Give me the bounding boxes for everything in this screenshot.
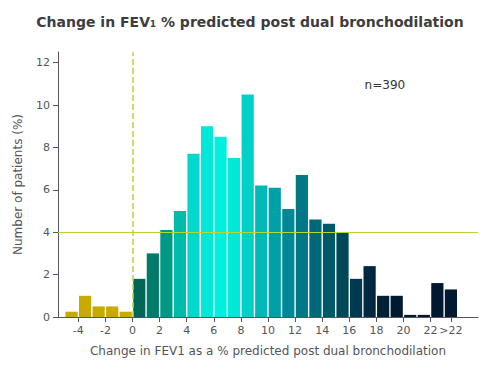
- svg-text:6: 6: [43, 183, 50, 196]
- svg-text:>22: >22: [439, 324, 462, 337]
- svg-text:Change in FEV1 as a % predicte: Change in FEV1 as a % predicted post dua…: [90, 344, 446, 358]
- svg-text:8: 8: [237, 324, 244, 337]
- svg-text:20: 20: [396, 324, 410, 337]
- svg-text:0: 0: [43, 311, 50, 324]
- svg-text:6: 6: [210, 324, 217, 337]
- svg-text:16: 16: [342, 324, 356, 337]
- svg-text:10: 10: [261, 324, 275, 337]
- svg-text:12: 12: [36, 56, 50, 69]
- svg-text:-4: -4: [73, 324, 84, 337]
- svg-text:8: 8: [43, 141, 50, 154]
- svg-text:n=390: n=390: [365, 78, 406, 92]
- svg-text:0: 0: [129, 324, 136, 337]
- svg-text:Change in FEV₁ % predicted pos: Change in FEV₁ % predicted post dual bro…: [36, 14, 463, 30]
- svg-text:Number of patients (%): Number of patients (%): [11, 114, 25, 255]
- svg-text:2: 2: [43, 268, 50, 281]
- svg-text:4: 4: [43, 226, 50, 239]
- svg-text:22: 22: [424, 324, 438, 337]
- svg-text:18: 18: [369, 324, 383, 337]
- svg-text:2: 2: [156, 324, 163, 337]
- svg-text:14: 14: [315, 324, 329, 337]
- svg-text:-2: -2: [100, 324, 111, 337]
- svg-text:4: 4: [183, 324, 190, 337]
- svg-text:10: 10: [36, 99, 50, 112]
- svg-text:12: 12: [288, 324, 302, 337]
